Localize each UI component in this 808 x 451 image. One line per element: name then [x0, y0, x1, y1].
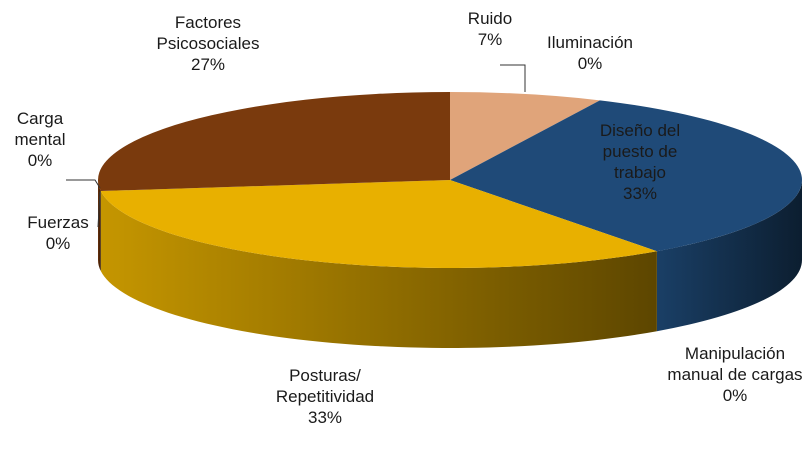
percent-label: 0%	[577, 54, 603, 73]
slice	[100, 180, 657, 269]
percent-label: 0%	[722, 386, 748, 405]
percent-label: 0%	[27, 151, 53, 170]
leader-line	[66, 179, 101, 189]
leader-line	[500, 64, 526, 92]
percent-label: 7%	[477, 30, 503, 49]
slice-label: Iluminación 0%	[540, 32, 640, 74]
percent-label: 33%	[307, 408, 343, 427]
percent-label: 0%	[45, 234, 71, 253]
category-name: Fuerzas	[27, 213, 89, 232]
category-name: Manipulación manual de cargas	[667, 344, 803, 384]
slice-label: Posturas/ Repetitividad 33%	[250, 365, 400, 428]
slice	[450, 100, 802, 252]
category-name: Diseño del puesto de trabajo	[599, 121, 681, 182]
percent-label: 27%	[190, 55, 226, 74]
slice	[97, 92, 450, 192]
category-name: Posturas/ Repetitividad	[275, 366, 375, 406]
slice-label: Factores Psicosociales 27%	[138, 12, 278, 75]
slice-side	[656, 180, 802, 332]
category-name: Ruido	[467, 9, 513, 28]
category-name: Iluminación	[547, 33, 633, 52]
slice	[450, 92, 600, 180]
category-name: Factores Psicosociales	[156, 13, 260, 53]
slice-label: Manipulación manual de cargas 0%	[660, 343, 808, 406]
slice-side	[100, 191, 657, 348]
slice-label: Ruido 7%	[468, 8, 512, 50]
slice-side	[98, 180, 101, 272]
slice-label: Fuerzas 0%	[27, 212, 88, 254]
leader-line	[97, 191, 101, 228]
percent-label: 33%	[622, 184, 658, 203]
category-name: Carga mental	[14, 109, 66, 149]
slice-label: Diseño del puesto de trabajo 33%	[583, 120, 698, 204]
leader-lines	[66, 64, 526, 228]
slice-label: Carga mental 0%	[10, 108, 70, 171]
